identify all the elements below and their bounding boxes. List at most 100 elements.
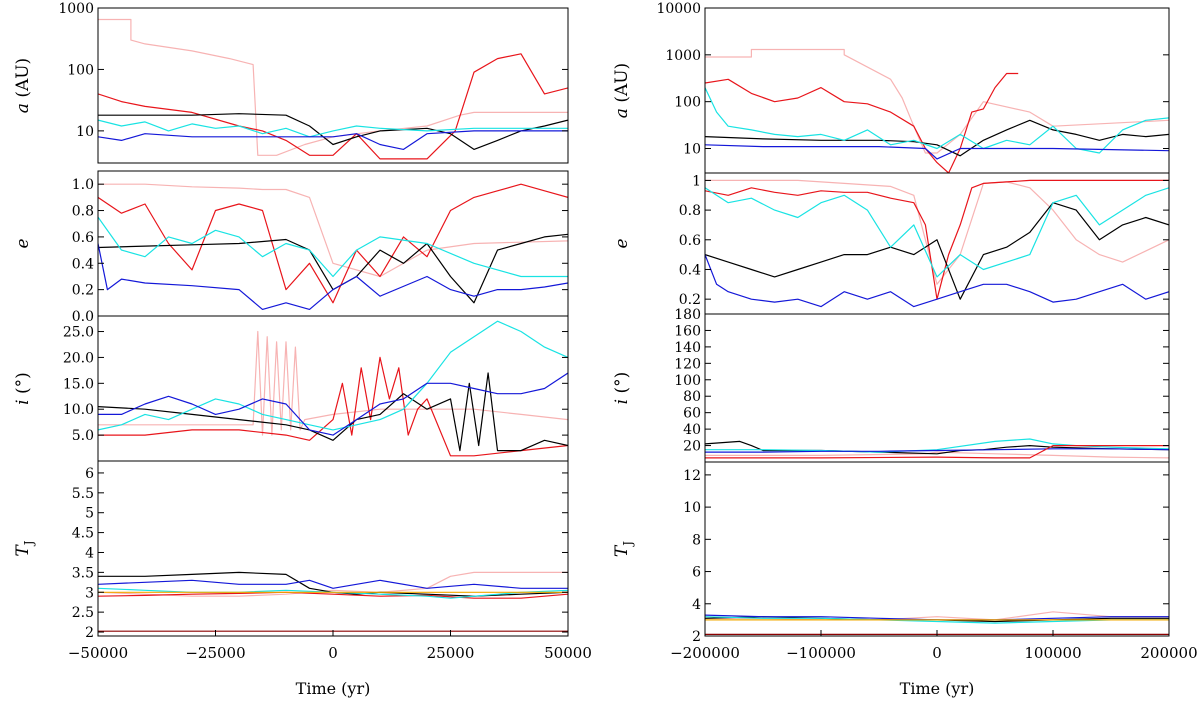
left-plot-a bbox=[98, 18, 568, 160]
right-ylabel-i: i (°) bbox=[612, 372, 632, 405]
left-ylabel-e-main: e bbox=[13, 238, 33, 248]
left-yticks-e: 0.0 0.2 0.4 0.6 0.8 1.0 bbox=[72, 177, 568, 325]
right-e-series-cyan bbox=[705, 187, 1169, 278]
left-T-ytick-label: 4.5 bbox=[72, 526, 94, 542]
left-T-ytick-label: 5 bbox=[85, 506, 94, 522]
right-e-ytick-label: 1 bbox=[692, 173, 701, 189]
right-ylabel-T-rest: J bbox=[621, 541, 635, 548]
right-i-series-black bbox=[705, 440, 1169, 455]
left-xlabel: Time (yr) bbox=[296, 679, 371, 698]
right-e-series-blue bbox=[705, 254, 1169, 308]
left-e-ytick-label: 0.2 bbox=[72, 283, 94, 299]
right-ylabel-e-main: e bbox=[612, 238, 632, 248]
left-e-series-black bbox=[98, 233, 568, 304]
right-T-ytick-label: 6 bbox=[692, 565, 701, 581]
left-e-ytick-label: 0.6 bbox=[72, 230, 94, 246]
left-ylabel-i-main: i bbox=[13, 399, 33, 404]
right-yticks-T: 2 4 6 8 10 12 bbox=[683, 468, 1169, 645]
left-ylabel-T-main: T bbox=[13, 544, 33, 557]
right-i-series-blue bbox=[705, 448, 1169, 453]
left-a-ytick-label: 100 bbox=[67, 62, 94, 78]
right-e-series-black bbox=[705, 202, 1169, 300]
right-i-ytick-label: 160 bbox=[674, 323, 701, 339]
right-xtick-label: 200000 bbox=[1140, 644, 1197, 662]
right-T-ytick-label: 8 bbox=[692, 532, 701, 548]
left-T-ytick-label: 5.5 bbox=[72, 486, 94, 502]
left-plot-i bbox=[98, 320, 568, 457]
left-i-series-black bbox=[98, 372, 568, 452]
left-e-ytick-label: 0.8 bbox=[72, 204, 94, 220]
right-e-ytick-label: 0.8 bbox=[679, 203, 701, 219]
left-panel-i: 5.0 10.0 15.0 20.0 25.0 i (°) bbox=[13, 315, 569, 462]
right-xtick-label: 0 bbox=[932, 644, 942, 662]
right-a-series-pink bbox=[705, 48, 1169, 154]
left-T-ytick-label: 2 bbox=[85, 625, 94, 641]
left-T-ytick-label: 3 bbox=[85, 585, 94, 601]
left-e-ytick-label: 1.0 bbox=[72, 177, 94, 193]
right-i-series-red bbox=[705, 445, 1169, 459]
right-i-ytick-label: 20 bbox=[683, 439, 701, 455]
right-plot-i bbox=[705, 438, 1169, 459]
left-chart: 10 100 1000 a (AU) 0.0 0.2 0.4 0.6 0.8 1.0 e 5.… bbox=[13, 1, 592, 698]
left-e-ytick-label: 0.4 bbox=[72, 256, 94, 272]
right-e-ytick-label: 0.4 bbox=[679, 262, 701, 278]
left-plot-e bbox=[98, 183, 568, 310]
left-e-series-blue bbox=[98, 243, 568, 310]
left-a-series-pink bbox=[98, 18, 568, 156]
right-i-ytick-label: 80 bbox=[683, 389, 701, 405]
left-yticks-T: 2 2.5 3 3.5 4 4.5 5 5.5 6 bbox=[72, 466, 568, 641]
left-ylabel-a-rest: (AU) bbox=[13, 58, 33, 103]
right-T-ytick-label: 2 bbox=[692, 629, 701, 645]
right-ylabel-T: TJ bbox=[612, 541, 635, 557]
left-ylabel-a: a (AU) bbox=[13, 58, 33, 113]
right-i-ytick-label: 100 bbox=[674, 373, 701, 389]
left-i-ytick-label: 25.0 bbox=[63, 325, 94, 341]
left-i-series-blue bbox=[98, 372, 568, 436]
left-i-ytick-label: 20.0 bbox=[63, 350, 94, 366]
left-T-series-blue bbox=[98, 579, 568, 589]
right-i-series-pink bbox=[705, 451, 1169, 459]
right-ylabel-a-rest: (AU) bbox=[612, 63, 632, 108]
right-a-series-black bbox=[705, 119, 1169, 157]
left-ylabel-i: i (°) bbox=[13, 372, 33, 405]
left-xtick-label: 25000 bbox=[427, 644, 475, 662]
left-a-series-cyan bbox=[98, 119, 568, 138]
right-panel-e: 0.2 0.4 0.6 0.8 1 e bbox=[612, 172, 1170, 315]
right-e-ytick-label: 0.2 bbox=[679, 292, 701, 308]
left-e-series-cyan bbox=[98, 216, 568, 278]
left-ylabel-i-rest: (°) bbox=[13, 372, 33, 399]
left-a-series-black bbox=[98, 113, 568, 150]
right-T-ytick-label: 4 bbox=[692, 597, 701, 613]
right-a-series-cyan bbox=[705, 87, 1169, 154]
left-xtick-label: 50000 bbox=[544, 644, 592, 662]
right-a-ytick-label: 100 bbox=[674, 95, 701, 111]
left-a-series-blue bbox=[98, 130, 568, 150]
right-xtick-label: −100000 bbox=[786, 644, 856, 662]
right-i-ytick-label: 40 bbox=[683, 422, 701, 438]
left-e-series-pink bbox=[98, 183, 568, 278]
left-i-ytick-label: 5.0 bbox=[72, 428, 94, 444]
left-a-ytick-label: 10 bbox=[76, 124, 94, 140]
right-e-series-pink bbox=[705, 179, 1169, 285]
right-a-ytick-label: 1000 bbox=[665, 48, 701, 64]
left-T-ytick-label: 6 bbox=[85, 466, 94, 482]
right-e-series-red bbox=[705, 179, 1169, 300]
left-i-ytick-label: 10.0 bbox=[63, 402, 94, 418]
right-i-ytick-label: 120 bbox=[674, 356, 701, 372]
left-ylabel-T-rest: J bbox=[22, 540, 36, 547]
right-xtick-label: −200000 bbox=[670, 644, 740, 662]
left-T-ytick-label: 2.5 bbox=[72, 605, 94, 621]
left-xtick-label: −50000 bbox=[68, 644, 128, 662]
right-T-ytick-label: 10 bbox=[683, 500, 701, 516]
left-i-series-cyan bbox=[98, 320, 568, 431]
right-i-ytick-label: 180 bbox=[674, 307, 701, 323]
left-yticks-i: 5.0 10.0 15.0 20.0 25.0 bbox=[63, 325, 568, 444]
left-T-series-pink bbox=[98, 571, 568, 597]
left-panel-a: 10 100 1000 a (AU) bbox=[13, 1, 569, 164]
left-T-series-red bbox=[98, 591, 568, 599]
left-T-ytick-label: 4 bbox=[85, 545, 94, 561]
right-ylabel-i-main: i bbox=[612, 399, 632, 404]
